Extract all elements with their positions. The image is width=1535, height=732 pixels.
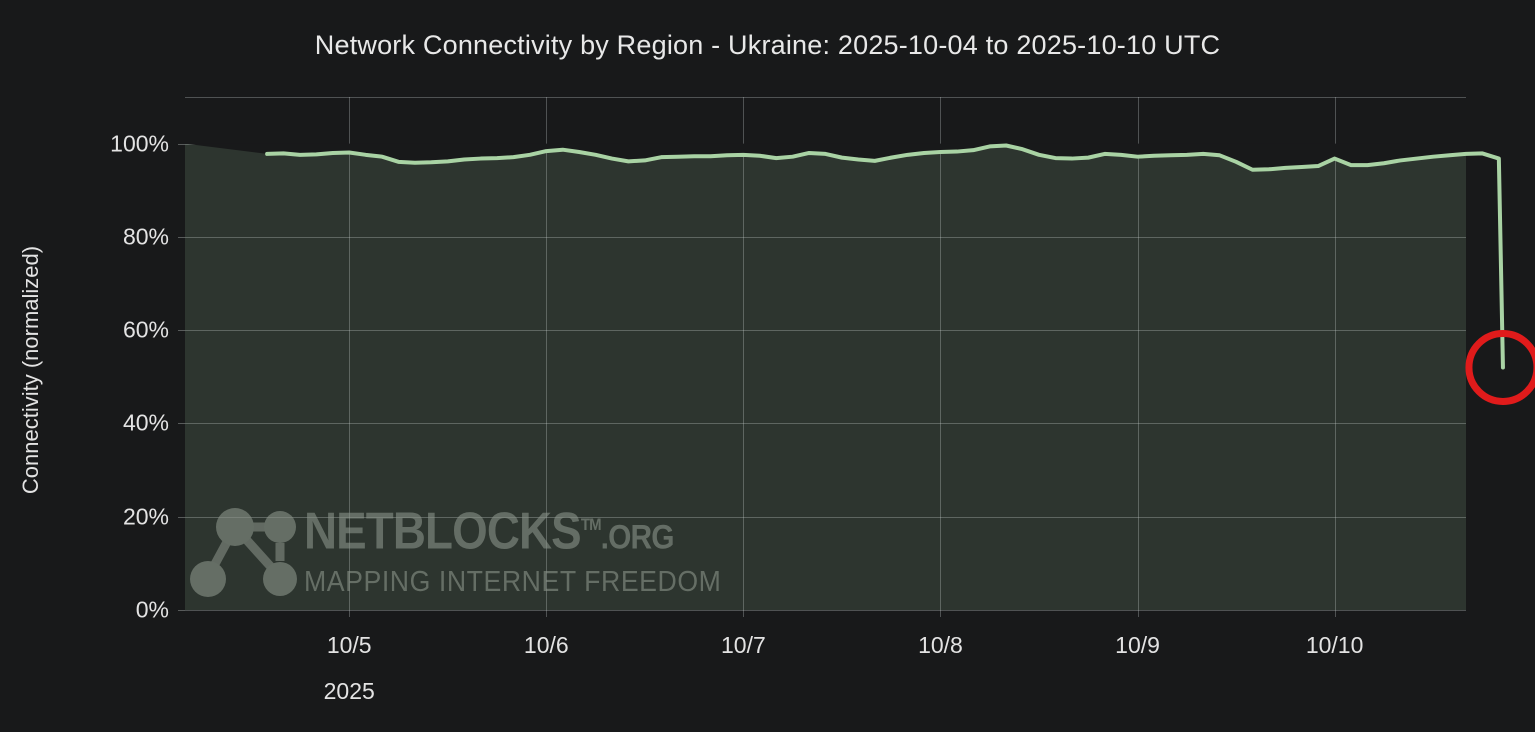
- area-fill-region: [185, 143, 1466, 610]
- y-tick-label: 0%: [135, 596, 169, 623]
- x-tick-label: 10/8: [918, 632, 963, 658]
- connectivity-drop-highlight: [1465, 330, 1535, 405]
- x-tick-mark: [546, 610, 548, 617]
- y-tick-mark: [178, 610, 185, 611]
- x-tick-mark: [1334, 610, 1336, 617]
- highlight-circle: [1465, 330, 1535, 405]
- x-tick-mark: [349, 610, 351, 617]
- y-tick-label: 60%: [122, 316, 169, 343]
- y-tick-label: 20%: [122, 503, 169, 530]
- y-tick-mark: [178, 330, 185, 332]
- y-tick-label: 40%: [122, 409, 169, 436]
- x-tick-label: 10/7: [720, 632, 766, 658]
- connectivity-line: [265, 143, 1505, 370]
- x-tick-label: 10/9: [1115, 632, 1160, 658]
- page-title: Network Connectivity by Region - Ukraine…: [314, 30, 1221, 60]
- x-tick-sublabel-year: 2025: [323, 678, 375, 704]
- connectivity-line-series: [185, 143, 1505, 370]
- x-tick-mark: [940, 610, 942, 617]
- x-tick-label: 10/10: [1305, 632, 1364, 658]
- x-tick-label: 10/6: [523, 632, 569, 658]
- x-tick-mark: [743, 610, 745, 617]
- y-tick-mark: [178, 516, 185, 518]
- y-tick-label: 100%: [110, 130, 169, 157]
- y-tick-mark: [178, 143, 185, 145]
- y-tick-mark: [178, 236, 185, 238]
- y-tick-label: 80%: [122, 223, 169, 250]
- x-tick-mark: [1137, 610, 1139, 617]
- x-tick-label: 10/5: [326, 632, 372, 658]
- plot-area: 0% 20% 40% 60% 80% 100% 10/5 2025 10/6 10/7 10/8 1…: [110, 97, 1535, 704]
- y-tick-mark: [178, 423, 185, 425]
- gridline-horizontal: [185, 610, 1466, 611]
- y-axis-label: Connectivity (normalized): [18, 245, 43, 495]
